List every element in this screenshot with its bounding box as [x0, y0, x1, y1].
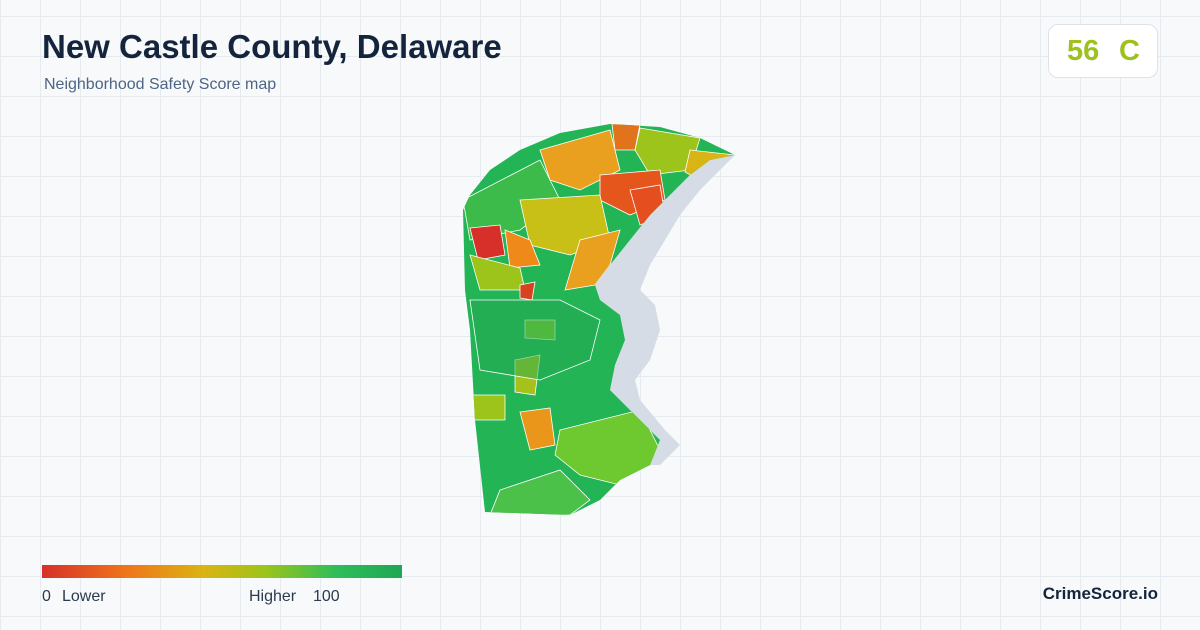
river — [595, 155, 735, 465]
district — [564, 229, 621, 291]
brand: CrimeScore.io — [1042, 584, 1158, 603]
score-grade: C — [1119, 35, 1140, 67]
district — [469, 299, 601, 381]
district — [489, 469, 591, 515]
title: New Castle County, Delaware — [42, 28, 502, 65]
legend-min-label: Lower — [62, 588, 106, 605]
score-badge: 56 C — [1048, 24, 1158, 78]
legend-gradient — [42, 565, 402, 578]
district — [469, 394, 506, 421]
district — [469, 224, 506, 261]
score-value: 56 — [1067, 35, 1100, 67]
legend-max-label: Higher — [249, 588, 297, 605]
legend-max: 100 — [313, 588, 340, 605]
district — [504, 229, 541, 269]
district — [519, 281, 536, 301]
subtitle: Neighborhood Safety Score map — [44, 76, 277, 93]
district — [634, 127, 701, 176]
district — [519, 407, 556, 451]
legend-min: 0 — [42, 588, 51, 605]
